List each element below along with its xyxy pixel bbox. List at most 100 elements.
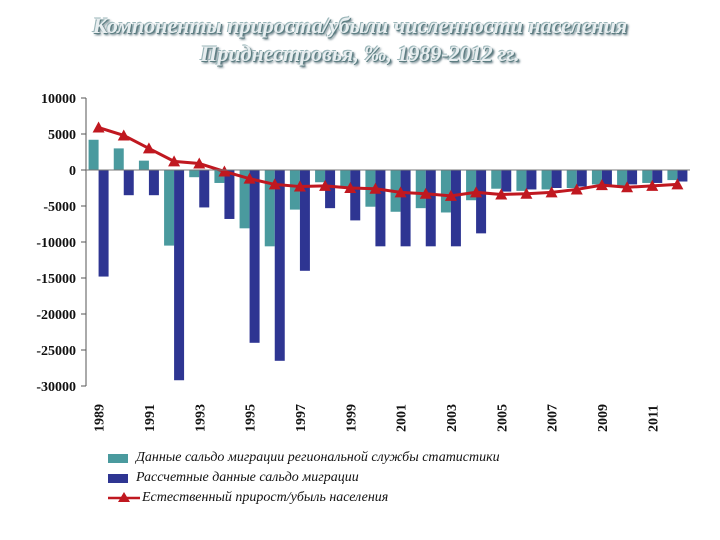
bar-regional-2005 — [491, 170, 502, 189]
marker-natural-1995 — [243, 172, 256, 184]
legend-item-natural: Естественный прирост/убыль населения — [108, 488, 500, 508]
legend-item-calculated: Рассчетные данные сальдо миграции — [108, 468, 500, 488]
bar-regional-1993 — [189, 170, 200, 178]
bar-calculated-2001 — [400, 170, 411, 247]
marker-natural-2011 — [646, 179, 659, 191]
marker-natural-2008 — [570, 183, 583, 195]
bar-regional-1992 — [164, 170, 175, 246]
marker-natural-1990 — [117, 129, 130, 141]
bar-regional-1989 — [88, 139, 99, 170]
marker-natural-2007 — [545, 186, 558, 198]
bar-calculated-2002 — [425, 170, 436, 247]
bar-calculated-1991 — [148, 170, 159, 196]
bar-regional-1998 — [315, 170, 326, 183]
bar-calculated-1995 — [249, 170, 260, 343]
marker-natural-2000 — [369, 182, 382, 194]
bar-calculated-1996 — [274, 170, 285, 361]
x-tick-label: 1997 — [294, 404, 309, 432]
marker-natural-1989 — [92, 121, 105, 133]
y-tick-label: 0 — [69, 164, 76, 179]
bar-calculated-2005 — [501, 170, 512, 192]
bar-calculated-2000 — [375, 170, 386, 247]
legend-label-calculated: Рассчетные данные сальдо миграции — [136, 470, 359, 485]
chart-title-line-2: Приднестровья, ‰, 1989-2012 гг. — [200, 41, 520, 66]
marker-natural-1998 — [319, 179, 332, 191]
bar-calculated-2006 — [526, 170, 537, 190]
x-tick-label: 2009 — [596, 404, 611, 432]
bar-calculated-1992 — [174, 170, 185, 381]
y-tick-label: -10000 — [36, 236, 76, 251]
marker-natural-2001 — [394, 186, 407, 198]
marker-natural-2004 — [470, 186, 483, 198]
bar-regional-1990 — [113, 148, 124, 170]
bar-calculated-1997 — [299, 170, 310, 271]
y-tick-label: -15000 — [36, 272, 76, 287]
bar-regional-1994 — [214, 170, 225, 183]
x-tick-label: 1991 — [143, 404, 158, 432]
bar-regional-2008 — [566, 170, 577, 188]
marker-natural-1991 — [142, 142, 155, 154]
line-natural-growth — [98, 126, 678, 198]
y-tick-label: -30000 — [36, 380, 76, 395]
bar-calculated-1990 — [123, 170, 134, 196]
legend-label-regional: Данные сальдо миграции региональной служ… — [136, 450, 500, 465]
y-tick-label: 10000 — [41, 92, 76, 107]
x-tick-label: 2005 — [495, 404, 510, 432]
bar-calculated-2004 — [476, 170, 487, 234]
y-tick-label: -20000 — [36, 308, 76, 323]
bar-regional-2004 — [466, 170, 477, 201]
bar-regional-2007 — [541, 170, 552, 190]
bar-calculated-1993 — [199, 170, 210, 208]
marker-natural-1997 — [293, 180, 306, 192]
bar-regional-2011 — [642, 170, 653, 183]
bar-regional-2003 — [440, 170, 451, 213]
y-tick-label: 5000 — [48, 128, 76, 143]
bar-calculated-2007 — [551, 170, 562, 188]
bar-regional-2009 — [591, 170, 602, 185]
x-tick-label: 2007 — [546, 404, 561, 432]
x-tick-label: 2011 — [646, 405, 661, 432]
bar-regional-1991 — [138, 160, 149, 170]
legend-swatch-natural — [108, 492, 140, 502]
marker-natural-2006 — [520, 187, 533, 199]
legend-label-natural: Естественный прирост/убыль населения — [142, 490, 389, 505]
bar-calculated-2011 — [652, 170, 663, 183]
bar-calculated-1994 — [224, 170, 235, 219]
marker-natural-1994 — [218, 165, 231, 177]
marker-natural-2002 — [419, 187, 432, 199]
legend-swatch-calculated — [108, 473, 128, 483]
legend-item-regional: Данные сальдо миграции региональной служ… — [108, 448, 500, 468]
bar-regional-1995 — [239, 170, 250, 229]
chart-title-line-1: Компоненты прироста/убыли численности на… — [92, 13, 628, 38]
x-tick-label: 1995 — [244, 404, 259, 432]
bar-calculated-2010 — [627, 170, 638, 185]
marker-natural-1996 — [268, 178, 281, 190]
marker-natural-1999 — [344, 182, 357, 193]
x-tick-label: 1993 — [193, 404, 208, 432]
bar-regional-1996 — [264, 170, 275, 247]
x-tick-label: 2003 — [445, 404, 460, 432]
bar-calculated-2003 — [450, 170, 461, 247]
bar-regional-2012 — [667, 170, 678, 181]
bar-calculated-2009 — [601, 170, 612, 186]
marker-natural-2003 — [444, 189, 457, 201]
marker-natural-1992 — [168, 155, 181, 167]
x-tick-label: 2001 — [395, 404, 410, 432]
x-tick-label: 1989 — [93, 404, 108, 432]
marker-natural-2005 — [495, 188, 508, 200]
bar-calculated-2008 — [576, 170, 587, 187]
chart-title: Компоненты прироста/убыли численности на… — [0, 12, 720, 68]
bar-regional-1999 — [340, 170, 351, 187]
x-tick-label: 1999 — [344, 404, 359, 432]
bar-calculated-1999 — [350, 170, 361, 221]
chart-legend: Данные сальдо миграции региональной служ… — [108, 448, 500, 508]
marker-natural-2009 — [595, 179, 608, 191]
bar-regional-2002 — [415, 170, 426, 209]
marker-natural-1993 — [193, 157, 206, 169]
bar-calculated-2012 — [677, 170, 688, 182]
y-tick-label: -5000 — [43, 200, 76, 215]
bar-regional-2006 — [516, 170, 527, 191]
y-tick-label: -25000 — [36, 344, 76, 359]
marker-natural-2010 — [621, 181, 634, 193]
